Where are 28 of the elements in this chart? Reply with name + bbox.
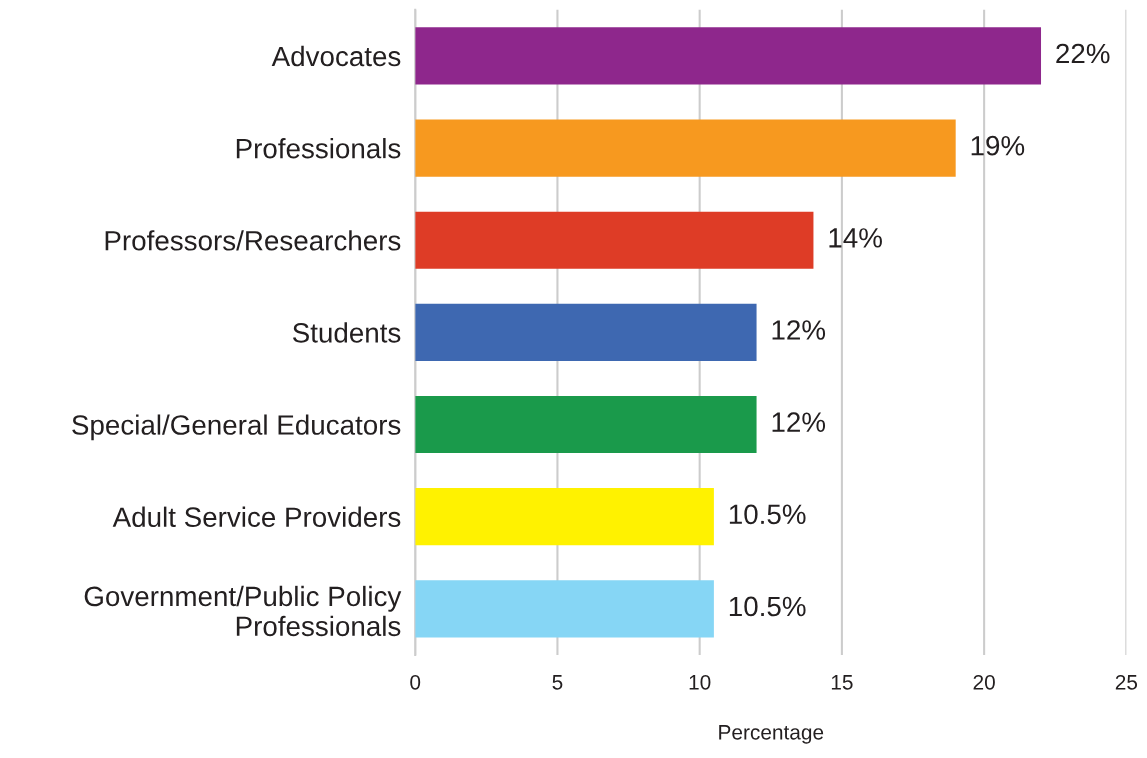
bar (415, 303, 757, 361)
data-label: 10.5% (729, 596, 806, 617)
bar (415, 580, 714, 638)
data-label: 14% (829, 228, 882, 248)
data-label: 12% (772, 320, 826, 340)
bar (415, 488, 714, 546)
data-label: 10.5% (729, 504, 806, 525)
y-tick-label: Government/Public Policy Professionals (84, 585, 402, 637)
y-tick-label: Advocates (271, 45, 401, 67)
x-tick-label: 10 (689, 674, 711, 690)
x-tick-label: 20 (973, 674, 995, 690)
data-label: 22% (1056, 43, 1110, 64)
y-tick-label: Professors/Researchers (105, 230, 401, 251)
y-tick-label: Adult Service Providers (112, 506, 401, 528)
bar (415, 211, 814, 269)
y-tick-label: Special/General Educators (72, 414, 401, 441)
x-tick-label: 15 (831, 675, 853, 690)
bar (415, 119, 956, 177)
bar (415, 395, 757, 454)
data-label: 12% (772, 412, 826, 432)
y-tick-label: Professionals (236, 138, 401, 159)
data-label: 19% (971, 135, 1025, 156)
x-tick-label: 25 (1115, 674, 1138, 690)
x-axis-title: Percentage (719, 725, 824, 744)
y-tick-label: Students (292, 322, 401, 343)
x-tick-label: 0 (410, 674, 421, 690)
bar (415, 27, 1042, 85)
x-tick-label: 5 (552, 675, 563, 690)
